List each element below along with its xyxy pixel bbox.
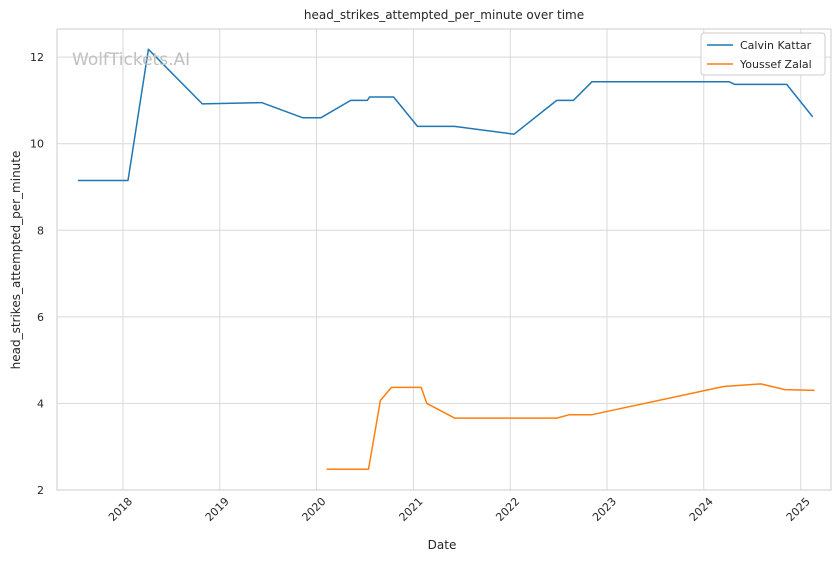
- y-tick-label: 12: [30, 51, 44, 64]
- series-line-calvin-kattar: [77, 48, 814, 182]
- watermark: WolfTickets.AI: [72, 50, 190, 70]
- x-axis-title: Date: [428, 538, 457, 552]
- x-tick-label: 2021: [397, 495, 426, 524]
- series-lines: [77, 48, 815, 470]
- y-tick-labels: 2 4 6 8 10 12: [30, 51, 44, 497]
- y-tick-label: 10: [30, 138, 44, 151]
- x-tick-labels: 2018 2019 2020 2021 2022 2023 2024 2025: [106, 495, 813, 524]
- y-tick-label: 2: [37, 484, 44, 497]
- x-tick-label: 2024: [687, 495, 716, 524]
- plot-frame: [56, 28, 832, 491]
- x-tick-label: 2023: [590, 495, 619, 524]
- x-tick-label: 2018: [106, 495, 135, 524]
- series-line-youssef-zalal: [326, 383, 815, 470]
- x-tick-label: 2019: [203, 495, 232, 524]
- x-tick-label: 2022: [493, 495, 522, 524]
- x-tick-label: 2025: [784, 495, 813, 524]
- legend-label-youssef-zalal: Youssef Zalal: [739, 58, 812, 71]
- chart-title: head_strikes_attempted_per_minute over t…: [304, 8, 584, 22]
- grid: [57, 29, 831, 491]
- legend-label-calvin-kattar: Calvin Kattar: [740, 39, 812, 52]
- y-tick-label: 8: [37, 224, 44, 237]
- x-tick-label: 2020: [300, 495, 329, 524]
- y-tick-label: 4: [37, 397, 44, 410]
- legend: Calvin Kattar Youssef Zalal: [700, 32, 826, 76]
- y-tick-label: 6: [37, 311, 44, 324]
- y-axis-title: head_strikes_attempted_per_minute: [9, 151, 23, 370]
